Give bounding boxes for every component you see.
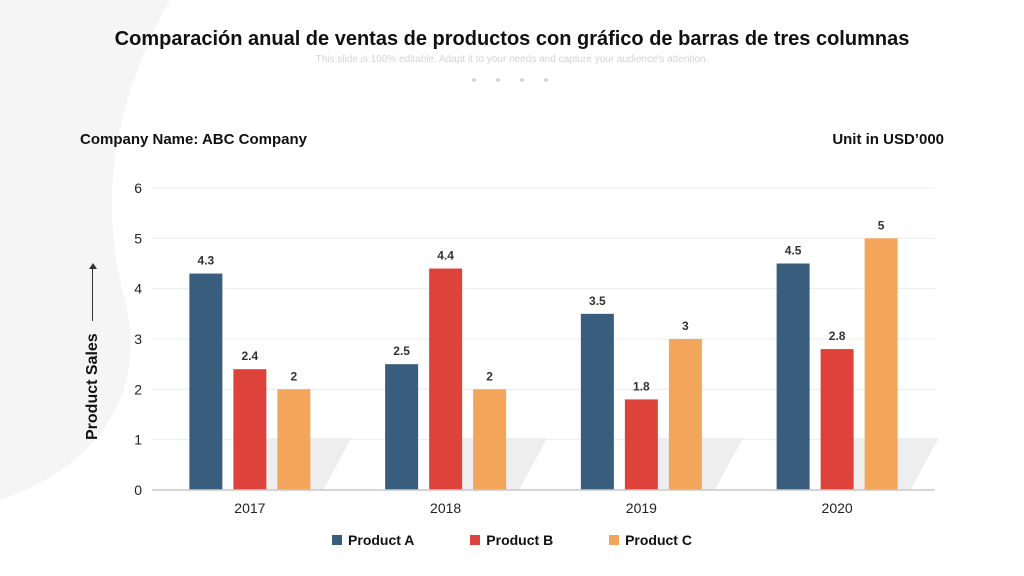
bar	[668, 339, 702, 490]
bar	[624, 399, 658, 490]
legend-item-product-a: Product A	[332, 532, 414, 548]
data-label: 2.8	[829, 329, 846, 343]
y-tick-label: 1	[134, 432, 142, 448]
bar	[473, 389, 507, 490]
data-label: 4.4	[437, 249, 454, 263]
data-label: 4.3	[198, 254, 215, 268]
slide-title: Comparación anual de ventas de productos…	[114, 28, 910, 50]
data-label: 2.5	[393, 344, 410, 358]
y-tick-label: 2	[134, 381, 142, 397]
company-name: Company Name: ABC Company	[80, 131, 307, 148]
y-tick-label: 3	[134, 331, 142, 347]
x-tick-label: 2018	[430, 500, 461, 516]
dot	[472, 78, 476, 82]
bar	[429, 268, 463, 490]
legend-swatch-product-a	[332, 535, 343, 545]
x-tick-label: 2019	[626, 500, 657, 516]
data-label: 1.8	[633, 379, 650, 393]
dot	[496, 78, 500, 82]
data-label: 5	[878, 218, 885, 232]
legend-label-product-b: Product B	[486, 532, 554, 548]
legend-item-product-c: Product C	[609, 532, 692, 548]
x-tick-label: 2017	[234, 500, 265, 516]
x-tick-label: 2020	[822, 500, 853, 516]
bar	[580, 313, 614, 490]
y-tick-label: 5	[134, 230, 142, 246]
y-tick-label: 0	[134, 482, 142, 498]
bar	[277, 389, 311, 490]
data-label: 2	[486, 369, 493, 383]
dot	[544, 78, 548, 82]
legend-label-product-a: Product A	[348, 532, 415, 548]
data-label: 3.5	[589, 294, 606, 308]
bar	[385, 364, 419, 490]
bar	[233, 369, 267, 490]
bar	[820, 349, 854, 490]
legend-label-product-c: Product C	[625, 532, 692, 548]
data-label: 2.4	[242, 349, 259, 363]
data-label: 2	[291, 369, 298, 383]
unit-label: Unit in USD’000	[832, 131, 944, 148]
y-tick-label: 6	[134, 180, 142, 196]
bar	[864, 238, 898, 490]
legend-item-product-b: Product B	[470, 532, 553, 548]
legend-swatch-product-b	[470, 535, 481, 545]
chart-legend: Product A Product B Product C	[0, 532, 1024, 548]
data-label: 4.5	[785, 244, 802, 258]
slide-subtitle: This slide is 100% editable. Adapt it to…	[315, 54, 709, 65]
dot	[520, 78, 524, 82]
bar	[189, 273, 223, 490]
legend-swatch-product-c	[609, 535, 620, 545]
y-tick-label: 4	[134, 281, 142, 297]
data-label: 3	[682, 319, 689, 333]
bar	[776, 263, 810, 490]
